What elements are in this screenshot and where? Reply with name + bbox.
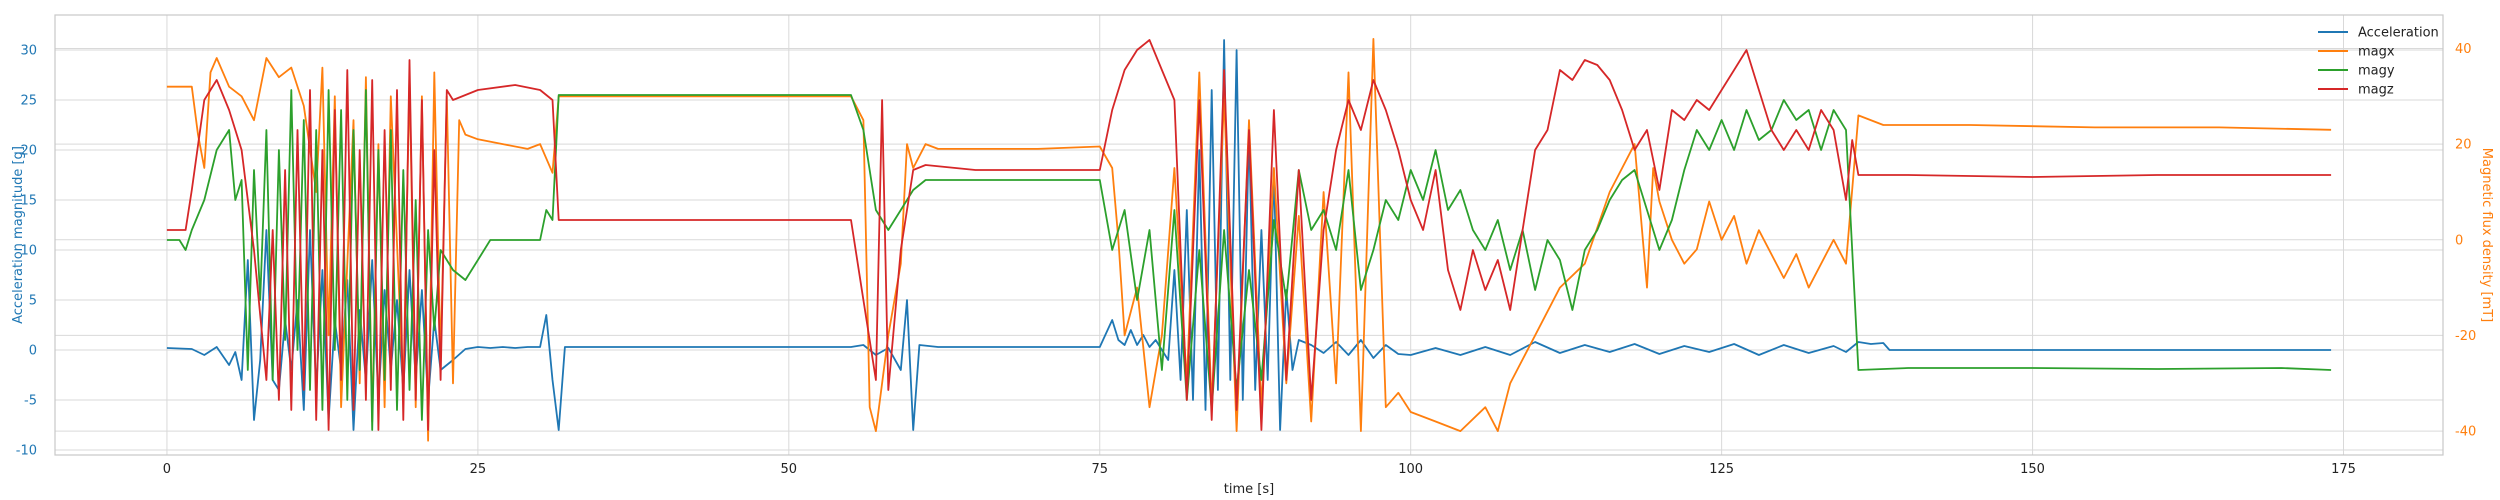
x-tick-label: 125 (1709, 462, 1734, 477)
right-tick-label: -20 (2455, 329, 2476, 344)
left-tick-label: 25 (20, 94, 37, 109)
legend-label-magz: magz (2358, 83, 2394, 98)
series-line-acceleration (166, 39, 2332, 431)
x-axis-title: time [s] (1224, 482, 1274, 497)
right-tick-label: 0 (2455, 233, 2463, 248)
series-line-magz (166, 39, 2332, 431)
left-tick-label: 15 (20, 194, 37, 209)
right-axis-ticks: -40 -20 0 20 40 (2455, 42, 2476, 440)
left-tick-label: 0 (29, 344, 37, 359)
x-tick-label: 50 (781, 462, 798, 477)
left-tick-label: -10 (16, 444, 37, 459)
x-tick-label: 100 (1398, 462, 1423, 477)
x-axis-ticks: 0 25 50 75 100 125 150 175 (163, 462, 2356, 477)
x-tick-label: 175 (2331, 462, 2356, 477)
series-layer (166, 38, 2332, 442)
plot-border (54, 14, 2444, 456)
left-tick-label: 20 (20, 144, 37, 159)
x-tick-label: 150 (2020, 462, 2045, 477)
left-tick-label: 30 (20, 44, 37, 59)
right-tick-label: 20 (2455, 138, 2472, 153)
left-axis-ticks: -10 -5 0 5 10 15 20 25 30 (16, 44, 37, 459)
right-axis-title: Magnetic flux density [mT] (2479, 148, 2494, 322)
legend-label-magy: magy (2358, 64, 2395, 79)
plot-frame (54, 14, 2444, 456)
x-tick-label: 75 (1091, 462, 1108, 477)
x-tick-label: 25 (470, 462, 487, 477)
left-tick-label: 10 (20, 244, 37, 259)
legend-label-magx: magx (2358, 45, 2395, 60)
left-tick-label: 5 (29, 294, 37, 309)
legend-label-acceleration: Acceleration (2358, 26, 2439, 41)
right-tick-label: 40 (2455, 42, 2472, 57)
x-tick-label: 0 (163, 462, 171, 477)
right-tick-label: -40 (2455, 425, 2476, 440)
legend: Acceleration magx magy magz (2318, 26, 2439, 98)
series-line-magy (166, 89, 2332, 431)
left-tick-label: -5 (24, 394, 37, 409)
left-axis-title: Acceleration magnitude [g] (11, 146, 26, 324)
